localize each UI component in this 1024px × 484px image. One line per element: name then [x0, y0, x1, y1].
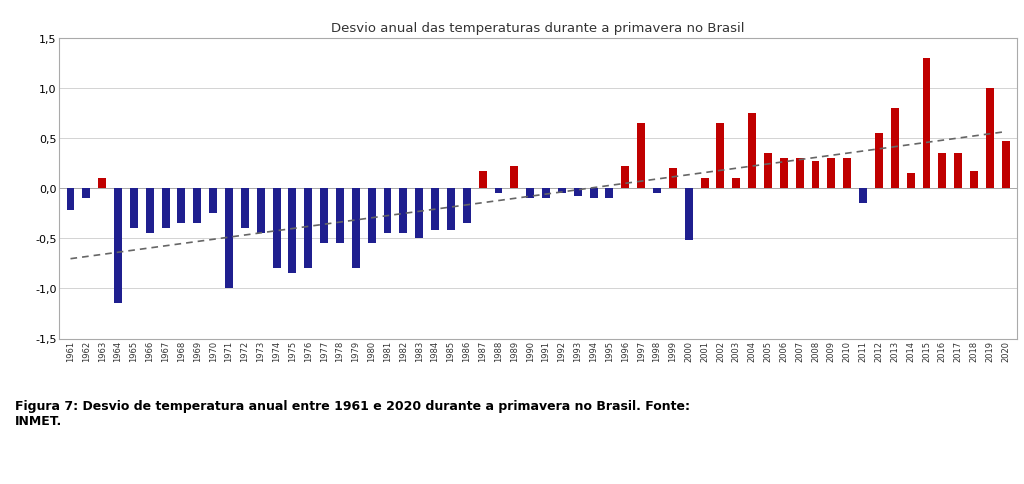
Bar [145, 189, 154, 234]
Bar [923, 59, 931, 189]
Bar [558, 189, 566, 194]
Bar [954, 154, 963, 189]
Bar [510, 167, 518, 189]
Text: Figura 7: Desvio de temperatura anual entre 1961 e 2020 durante a primavera no B: Figura 7: Desvio de temperatura anual en… [15, 399, 690, 427]
Bar [368, 189, 376, 244]
Bar [194, 189, 202, 224]
Bar [874, 134, 883, 189]
Bar [700, 179, 709, 189]
Bar [399, 189, 408, 234]
Bar [478, 172, 486, 189]
Bar [289, 189, 296, 274]
Bar [732, 179, 740, 189]
Bar [573, 189, 582, 197]
Bar [272, 189, 281, 269]
Bar [780, 159, 787, 189]
Bar [986, 89, 994, 189]
Bar [241, 189, 249, 229]
Bar [257, 189, 264, 234]
Bar [130, 189, 138, 229]
Bar [605, 189, 613, 199]
Bar [669, 169, 677, 189]
Bar [717, 124, 724, 189]
Bar [906, 174, 914, 189]
Bar [653, 189, 660, 194]
Bar [82, 189, 90, 199]
Bar [446, 189, 455, 231]
Bar [177, 189, 185, 224]
Bar [114, 189, 122, 304]
Bar [495, 189, 503, 194]
Bar [162, 189, 170, 229]
Bar [891, 109, 899, 189]
Bar [1001, 142, 1010, 189]
Bar [542, 189, 550, 199]
Bar [685, 189, 692, 241]
Bar [843, 159, 851, 189]
Bar [67, 189, 75, 211]
Bar [98, 179, 106, 189]
Bar [796, 159, 804, 189]
Bar [812, 162, 819, 189]
Bar [225, 189, 233, 289]
Bar [749, 114, 756, 189]
Bar [209, 189, 217, 214]
Bar [938, 154, 946, 189]
Bar [416, 189, 423, 239]
Bar [304, 189, 312, 269]
Bar [590, 189, 598, 199]
Bar [526, 189, 535, 199]
Title: Desvio anual das temperaturas durante a primavera no Brasil: Desvio anual das temperaturas durante a … [332, 22, 744, 35]
Bar [827, 159, 836, 189]
Bar [336, 189, 344, 244]
Bar [637, 124, 645, 189]
Bar [352, 189, 359, 269]
Bar [431, 189, 439, 231]
Bar [622, 167, 630, 189]
Bar [321, 189, 328, 244]
Bar [764, 154, 772, 189]
Bar [970, 172, 978, 189]
Bar [384, 189, 391, 234]
Bar [859, 189, 867, 204]
Bar [463, 189, 471, 224]
